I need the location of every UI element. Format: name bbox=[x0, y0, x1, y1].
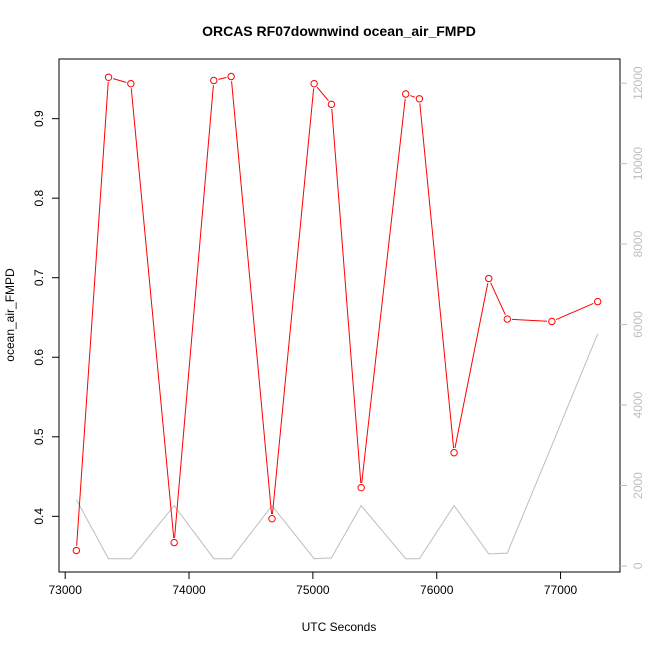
series-line-segment bbox=[555, 302, 594, 321]
y2-tick-label: 4000 bbox=[631, 391, 645, 418]
series-line-segment bbox=[316, 86, 329, 102]
data-point bbox=[127, 79, 135, 88]
y2-tick-label: 0 bbox=[631, 562, 645, 569]
y2-tick-label: 10000 bbox=[631, 147, 645, 181]
x-tick-label: 77000 bbox=[544, 583, 578, 597]
series-layer bbox=[72, 72, 602, 560]
series-line-segment bbox=[271, 88, 315, 515]
y-tick-label: 0.5 bbox=[32, 428, 46, 445]
y2-tick-label: 2000 bbox=[631, 472, 645, 499]
y2-tick-label: 8000 bbox=[631, 230, 645, 257]
data-point bbox=[402, 90, 410, 98]
data-point bbox=[450, 448, 458, 457]
series-line-segment bbox=[361, 98, 406, 484]
x-axis: 73000 74000 75000 76000 77000 bbox=[49, 572, 578, 597]
y-tick-label: 0.7 bbox=[32, 269, 46, 286]
data-point bbox=[104, 73, 113, 81]
series-line-segment bbox=[130, 88, 175, 538]
series-line-segment bbox=[410, 95, 416, 98]
x-tick-label: 75000 bbox=[296, 583, 330, 597]
data-point bbox=[594, 297, 602, 306]
series-line-segment bbox=[76, 81, 109, 546]
data-point bbox=[170, 538, 178, 547]
series-line-segment bbox=[331, 108, 362, 484]
series-line-segment bbox=[112, 78, 127, 83]
data-point bbox=[503, 315, 512, 323]
data-point bbox=[268, 515, 276, 523]
series-line-segment bbox=[490, 282, 506, 316]
series-line-segment bbox=[511, 318, 548, 322]
series-line-segment bbox=[419, 103, 455, 449]
x-tick-label: 76000 bbox=[420, 583, 454, 597]
series-line-segment bbox=[231, 81, 273, 515]
data-point bbox=[227, 72, 235, 81]
y-axis-left: 0.4 0.5 0.6 0.7 0.8 0.9 bbox=[32, 110, 59, 525]
data-point bbox=[72, 546, 81, 555]
plot-area bbox=[58, 58, 621, 573]
data-point bbox=[357, 483, 365, 492]
y2-tick-label: 12000 bbox=[631, 66, 645, 100]
y2-tick-label: 6000 bbox=[631, 311, 645, 338]
y-tick-label: 0.8 bbox=[32, 190, 46, 207]
chart-title: ORCAS RF07downwind ocean_air_FMPD bbox=[202, 23, 476, 39]
data-point bbox=[548, 317, 556, 326]
data-point bbox=[210, 76, 218, 85]
series-line-segment bbox=[218, 77, 227, 80]
series-line-segment bbox=[174, 85, 214, 538]
x-tick-label: 73000 bbox=[49, 583, 83, 597]
y-tick-label: 0.4 bbox=[32, 508, 46, 525]
y-axis-label: ocean_air_FMPD bbox=[3, 268, 17, 362]
series-line-segment bbox=[454, 283, 489, 449]
data-point bbox=[327, 100, 336, 109]
y-tick-label: 0.6 bbox=[32, 349, 46, 366]
x-tick-label: 74000 bbox=[172, 583, 206, 597]
data-point bbox=[310, 79, 318, 88]
y-tick-label: 0.9 bbox=[32, 110, 46, 127]
series-line-right bbox=[75, 333, 599, 560]
data-point bbox=[415, 95, 424, 103]
y-axis-right: 0 2000 4000 6000 8000 10000 12000 bbox=[620, 66, 645, 569]
data-point bbox=[485, 274, 493, 283]
x-axis-label: UTC Seconds bbox=[302, 620, 377, 634]
